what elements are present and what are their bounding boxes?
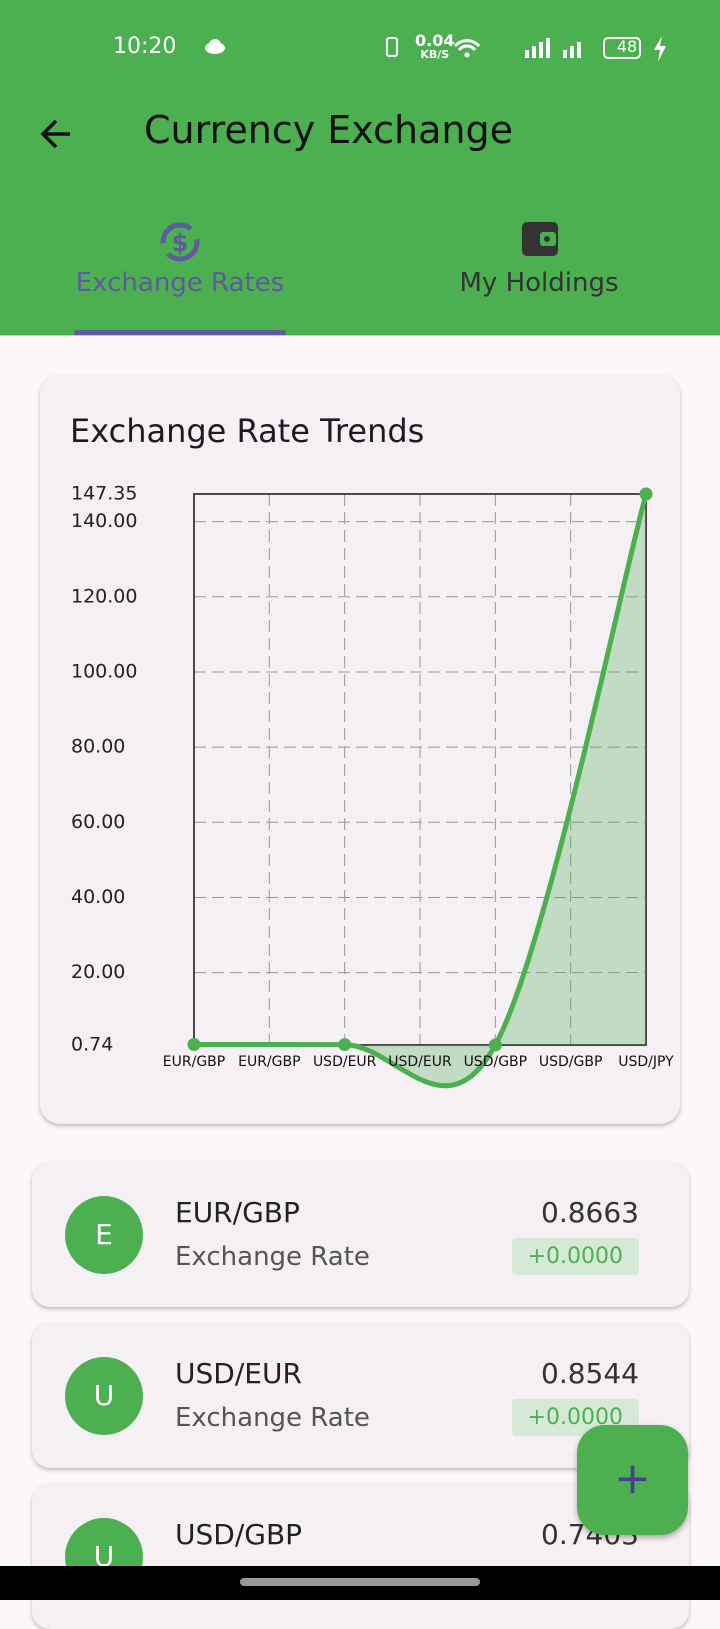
chart: Exchange Rate Trends 0.74 20.00 40.00 60.00…	[70, 412, 674, 1089]
pair-name: USD/EUR	[175, 1357, 302, 1390]
x-tick-label: USD/EUR	[388, 1054, 452, 1070]
x-tick-label: EUR/GBP	[238, 1054, 300, 1070]
pair-name: USD/GBP	[175, 1518, 303, 1551]
x-tick-label: USD/EUR	[313, 1054, 377, 1070]
clock: 10:20	[113, 34, 177, 59]
area	[194, 494, 646, 1086]
x-tick-label: EUR/GBP	[163, 1054, 225, 1070]
y-tick-label: 0.74	[71, 1034, 113, 1056]
y-tick-label: 120.00	[71, 585, 137, 607]
line	[193, 493, 649, 1089]
y-tick-label: 140.00	[71, 510, 137, 532]
charging-icon	[654, 36, 666, 62]
back-button[interactable]	[38, 116, 74, 152]
y-tick-label: 147.35	[71, 483, 137, 505]
x-tick-label: USD/GBP	[464, 1054, 528, 1070]
y-tick-label: 40.00	[71, 886, 125, 908]
y-tick-label: 80.00	[71, 736, 125, 758]
rate-value: 0.8544	[541, 1357, 639, 1390]
tab-exchange-rates[interactable]: Exchange Rates	[75, 268, 285, 298]
app-bar: 10:20 0.04 KB/S 48 Currency Exchange $ Ex…	[0, 0, 720, 336]
net-speed: 0.04 KB/S	[415, 31, 455, 62]
point	[187, 1038, 201, 1052]
pair-name: EUR/GBP	[175, 1196, 300, 1229]
speed-unit: KB/S	[420, 48, 450, 61]
chart-title: Exchange Rate Trends	[70, 412, 424, 450]
rate-change: +0.0000	[511, 1238, 639, 1275]
rate-card[interactable]: E EUR/GBP Exchange Rate 0.8663 +0.0000	[32, 1162, 689, 1307]
tab-indicator	[74, 330, 286, 335]
x-tick-label: USD/JPY	[618, 1054, 674, 1070]
point	[488, 1038, 502, 1052]
subtitle: Exchange Rate	[175, 1403, 370, 1433]
tab-my-holdings[interactable]: My Holdings	[459, 268, 619, 298]
nav-bar	[0, 1566, 720, 1600]
speed-value: 0.04	[415, 31, 455, 50]
x-tick-label: USD/GBP	[539, 1054, 603, 1070]
subtitle: Exchange Rate	[175, 1242, 370, 1272]
svg-text:$: $	[172, 229, 189, 257]
y-tick-label: 60.00	[71, 811, 125, 833]
battery-level: 48	[616, 37, 638, 56]
wallet-icon	[522, 222, 558, 256]
screen-title: Currency Exchange	[144, 108, 513, 152]
home-handle	[240, 1578, 480, 1586]
y-tick-label: 100.00	[71, 660, 137, 682]
rate-value: 0.8663	[541, 1196, 639, 1229]
add-button[interactable]: +	[577, 1425, 688, 1535]
avatar: U	[65, 1357, 143, 1435]
cloud-icon	[205, 39, 225, 54]
chart-card: Exchange Rate Trends 0.74 20.00 40.00 60.00…	[40, 375, 680, 1124]
point	[639, 487, 653, 501]
exchange-icon: $	[160, 222, 200, 262]
point	[338, 1038, 352, 1052]
status-icons	[386, 37, 641, 59]
avatar: E	[65, 1196, 143, 1274]
plot-frame	[193, 493, 647, 1046]
y-tick-label: 20.00	[71, 961, 125, 983]
